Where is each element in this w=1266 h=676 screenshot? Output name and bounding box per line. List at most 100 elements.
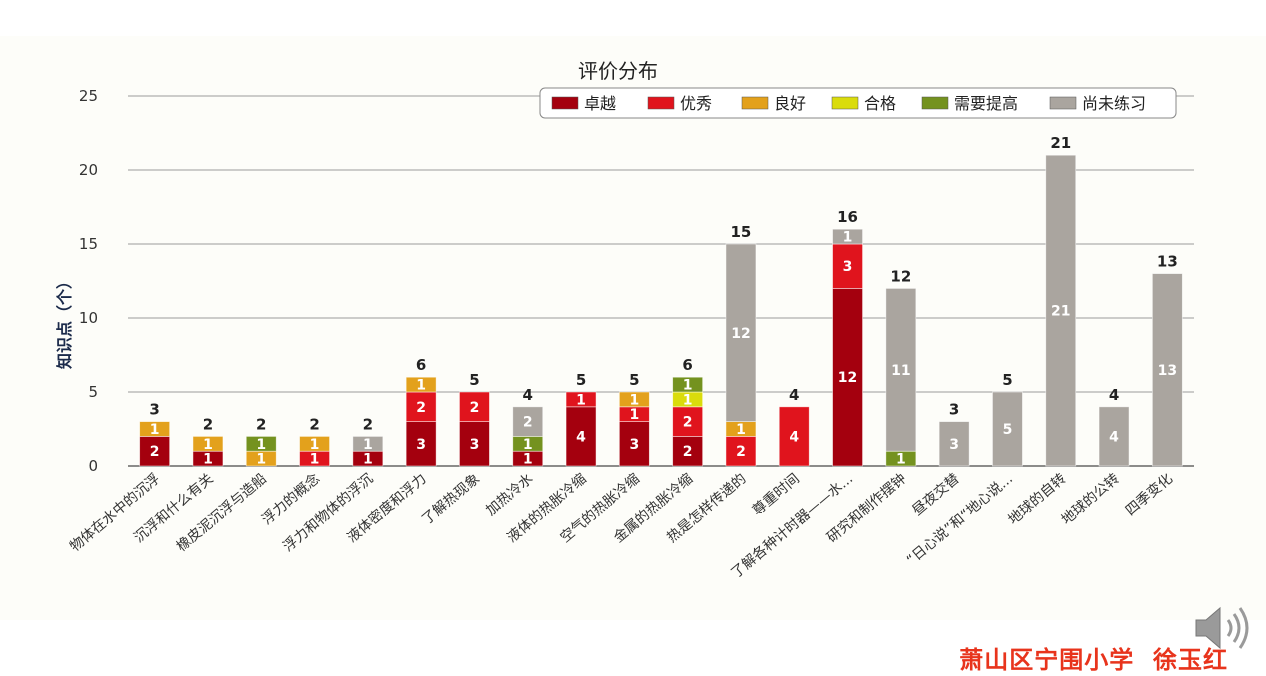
legend-swatch: [647, 96, 675, 110]
bar-segment: [192, 435, 224, 452]
x-tick-label: 橡皮泥沉浮与造船: [174, 471, 270, 555]
legend-swatch: [921, 96, 949, 110]
x-tick-label: 地球的自转: [1005, 471, 1069, 528]
total-label: 6: [416, 356, 426, 374]
bar-segment: [245, 435, 277, 452]
bar-segment: [725, 435, 757, 467]
total-label: 15: [731, 223, 752, 241]
bar-segment: [1098, 406, 1130, 467]
segment-label: 1: [256, 452, 266, 468]
total-label: 4: [789, 386, 799, 404]
y-axis-label: 知识点（个）: [55, 273, 74, 369]
bar-segment: [1045, 154, 1077, 467]
segment-label: 5: [1003, 422, 1013, 438]
segment-label: 1: [523, 437, 533, 453]
bar-segment: [299, 435, 330, 452]
total-label: 13: [1157, 253, 1178, 271]
legend-swatch: [741, 96, 769, 110]
segment-label: 2: [523, 415, 533, 431]
bar-segment: [139, 435, 171, 467]
legend-swatch: [551, 96, 579, 110]
segment-label: 4: [1109, 429, 1119, 445]
segment-label: 1: [416, 378, 426, 394]
total-label: 5: [629, 371, 639, 389]
bar-segment: [618, 391, 650, 408]
total-label: 21: [1050, 134, 1071, 152]
legend-swatch: [1049, 96, 1077, 110]
y-tick-label: 20: [79, 161, 98, 179]
speaker-icon[interactable]: [1192, 600, 1256, 656]
total-label: 3: [149, 401, 159, 419]
segment-label: 11: [891, 363, 910, 379]
segment-label: 1: [896, 452, 906, 468]
bar-segment: [832, 243, 863, 289]
y-tick-label: 15: [79, 235, 98, 253]
segment-label: 1: [203, 452, 213, 468]
total-label: 5: [576, 371, 586, 389]
segment-label: 2: [416, 400, 426, 416]
chart-legend: 卓越 优秀 良好 合格 需要提高 尚未练习: [539, 87, 1177, 119]
legend-item-label: 合格: [864, 94, 896, 113]
total-label: 2: [363, 415, 373, 433]
segment-label: 12: [731, 326, 750, 342]
bar-segment: [565, 391, 597, 408]
x-tick-label: 昼夜交替: [909, 470, 963, 519]
bar-segment: [565, 406, 597, 467]
total-label: 5: [469, 371, 479, 389]
total-label: 4: [1109, 386, 1119, 404]
bar-segment: [672, 435, 704, 467]
total-label: 16: [837, 208, 858, 226]
total-label: 6: [682, 356, 692, 374]
legend-item-label: 尚未练习: [1082, 94, 1146, 113]
bar-segment: [512, 406, 544, 437]
segment-label: 1: [576, 392, 586, 408]
legend-swatch: [831, 96, 859, 110]
bar-segment: [938, 421, 970, 467]
segment-label: 3: [843, 259, 853, 275]
segment-label: 1: [203, 437, 213, 453]
total-label: 2: [256, 415, 266, 433]
segment-label: 1: [310, 437, 320, 453]
x-tick-label: 尊重时间: [749, 470, 803, 519]
bar-segment: [1151, 273, 1183, 467]
y-tick-label: 10: [79, 309, 98, 327]
segment-label: 2: [683, 444, 693, 460]
segment-label: 2: [736, 444, 746, 460]
segment-label: 4: [576, 429, 586, 445]
legend-item-label: 需要提高: [954, 94, 1018, 113]
segment-label: 3: [949, 437, 959, 453]
total-label: 4: [523, 386, 533, 404]
segment-label: 21: [1051, 304, 1070, 320]
y-tick-label: 25: [79, 87, 98, 105]
x-tick-label: 浮力和物体的浮沉: [280, 471, 376, 555]
y-tick-label: 5: [88, 383, 98, 401]
total-label: 3: [949, 401, 959, 419]
segment-label: 3: [629, 437, 639, 453]
total-label: 5: [1002, 371, 1012, 389]
bar-segment: [672, 406, 704, 437]
bar-segment: [352, 435, 384, 452]
bar-segment: [405, 421, 437, 467]
bar-segment: [139, 421, 171, 437]
segment-label: 2: [150, 444, 160, 460]
total-label: 2: [203, 415, 213, 433]
segment-label: 3: [416, 437, 426, 453]
footer-credit: 萧山区宁围小学 徐玉红: [959, 645, 1228, 674]
segment-label: 1: [683, 378, 693, 394]
chart-panel: 0 5 10 15 20 25 2 1 3 物体在水中的沉浮 1 1 2 沉浮和什么有关 1 1 2 橡皮泥沉浮与…: [0, 36, 1266, 620]
segment-label: 1: [363, 437, 373, 453]
segment-label: 4: [789, 429, 799, 445]
bar-segment: [725, 243, 757, 423]
bar-segment: [992, 391, 1023, 467]
bar-segment: [459, 391, 490, 423]
bars-layer: [139, 154, 1183, 467]
segment-label: 3: [470, 437, 480, 453]
bar-segment: [459, 421, 490, 467]
grid-layer: [128, 95, 1194, 467]
x-tick-label: 地球的公转: [1059, 471, 1123, 528]
x-tick-label: 加热冷水: [483, 471, 536, 519]
segment-label: 2: [683, 415, 693, 431]
labels-layer: 0510152025213物体在水中的沉浮112沉浮和什么有关112橡皮泥沉浮与…: [67, 87, 1178, 582]
segment-label: 2: [470, 400, 480, 416]
segment-label: 1: [363, 452, 373, 468]
